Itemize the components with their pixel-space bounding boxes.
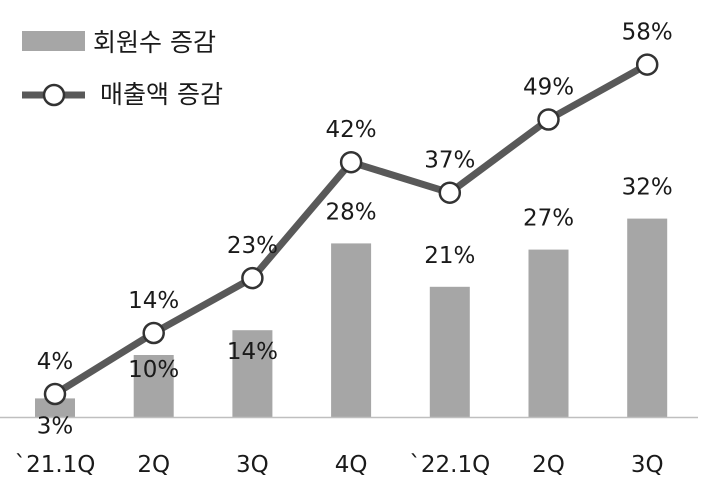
line-data-label: 14% bbox=[128, 288, 179, 314]
bar-data-label: 28% bbox=[326, 199, 377, 225]
line-point bbox=[241, 266, 264, 290]
line-data-label: 42% bbox=[326, 117, 377, 143]
line-data-label: 49% bbox=[523, 75, 574, 101]
line-point bbox=[142, 321, 165, 345]
bar bbox=[133, 355, 174, 417]
line-series bbox=[43, 53, 659, 406]
line-point bbox=[339, 150, 363, 174]
bar bbox=[528, 249, 569, 417]
legend-bar-swatch bbox=[22, 31, 85, 51]
x-tick-label: 4Q bbox=[335, 452, 368, 478]
x-tick-label: 2Q bbox=[137, 452, 170, 478]
legend-line-marker bbox=[42, 83, 66, 107]
x-tick-label: 3Q bbox=[236, 452, 269, 478]
bar bbox=[35, 398, 75, 417]
bar-data-label: 27% bbox=[523, 206, 574, 232]
line-data-label: 23% bbox=[227, 233, 278, 259]
bar bbox=[331, 243, 372, 417]
line-data-label: 58% bbox=[622, 20, 673, 46]
x-axis-ticks: `21.1Q 2Q 3Q 4Q `22.1Q 2Q 3Q bbox=[15, 452, 664, 478]
bar-data-label: 21% bbox=[424, 243, 475, 269]
line-point bbox=[537, 108, 560, 131]
legend-bar-label: 회원수 증감 bbox=[93, 28, 216, 57]
bar bbox=[627, 218, 668, 417]
x-tick-label: `22.1Q bbox=[409, 452, 490, 478]
bar-data-labels: 3% 10% 14% 28% 21% 27% 32% bbox=[37, 175, 673, 440]
line-data-label: 4% bbox=[37, 349, 74, 375]
bar bbox=[232, 330, 273, 417]
line-data-label: 37% bbox=[424, 148, 475, 174]
bar-data-label: 10% bbox=[128, 357, 179, 383]
line-point bbox=[438, 181, 462, 204]
line-point bbox=[635, 53, 659, 76]
bar-data-label: 14% bbox=[227, 339, 278, 365]
bar-series bbox=[35, 218, 668, 417]
legend-line-label: 매출액 증감 bbox=[100, 80, 223, 109]
bar-data-label: 3% bbox=[37, 413, 74, 439]
line-data-labels: 4% 14% 23% 42% 37% 49% 58% bbox=[37, 20, 673, 375]
x-tick-label: 2Q bbox=[532, 452, 565, 478]
legend: 회원수 증감 매출액 증감 bbox=[22, 28, 223, 109]
x-tick-label: `21.1Q bbox=[15, 452, 96, 478]
line-point bbox=[43, 382, 67, 406]
bar-data-label: 32% bbox=[622, 175, 673, 201]
x-tick-label: 3Q bbox=[631, 452, 664, 478]
bar bbox=[429, 286, 470, 417]
